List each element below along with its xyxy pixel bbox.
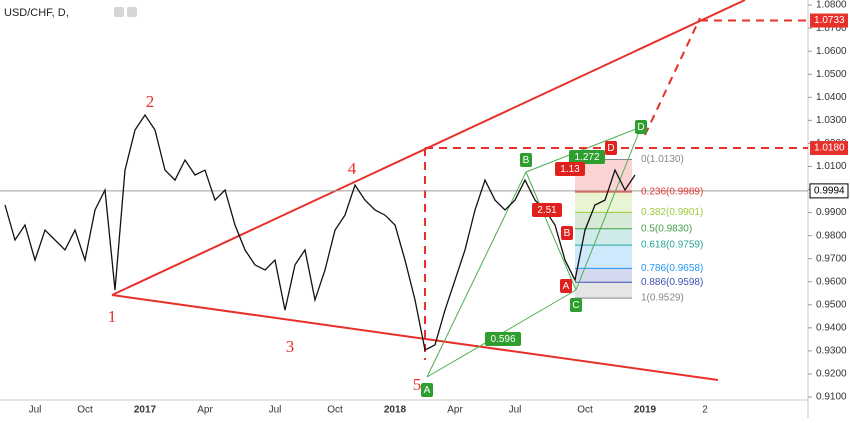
icon-eye[interactable]	[114, 7, 124, 17]
pattern-label: D	[607, 143, 614, 154]
x-tick-label: Jul	[269, 405, 282, 416]
wave-label: 4	[348, 159, 357, 178]
x-tick-label: 2018	[384, 405, 407, 416]
ratio-label-box	[569, 150, 605, 164]
x-tick-label: Jul	[509, 405, 522, 416]
y-tick-label: 0.9500	[816, 299, 847, 310]
y-tick-label: 1.0500	[816, 69, 847, 80]
y-tick-label: 1.0800	[816, 0, 847, 11]
plot: 0(1.0130) 0.236(0.9989) 0.382(0.9901) 0.5(0…	[0, 0, 808, 397]
y-tick-label: 1.0700	[816, 23, 847, 34]
ratio-label-box	[555, 162, 585, 176]
fib-label: 0.618(0.9759)	[641, 240, 703, 251]
y-tick-label: 1.0600	[816, 46, 847, 57]
y-tick-label: 1.0400	[816, 92, 847, 103]
ratio-label: 2.51	[537, 205, 557, 216]
x-tick-label: 2	[702, 405, 708, 416]
x-tick-label: 2019	[634, 405, 657, 416]
ratio-label-box	[485, 332, 521, 346]
price-line	[4, 113, 636, 351]
projection-line	[644, 17, 701, 136]
pattern-line	[575, 126, 642, 291]
x-tick-label: Oct	[327, 405, 343, 416]
fib-label: 0.786(0.9658)	[641, 263, 703, 274]
fib-band	[575, 282, 632, 299]
y-tick-label: 0.9900	[816, 207, 847, 218]
pattern-label: B	[564, 228, 571, 239]
x-tick-label: Oct	[77, 405, 93, 416]
last-price-label: 0.9994	[814, 186, 845, 197]
ratio-label: 1.13	[560, 164, 580, 175]
fib-band	[575, 268, 632, 283]
pattern-label-box	[635, 120, 647, 134]
level-label: 1.0733	[814, 15, 845, 26]
pattern-label-box	[520, 153, 532, 167]
pattern-label-box	[561, 226, 573, 240]
level-box	[810, 141, 848, 156]
x-tick-label: Apr	[447, 405, 463, 416]
fib-band	[575, 192, 632, 213]
fib-band	[575, 228, 632, 246]
level-box	[810, 13, 848, 28]
wave-label: 2	[146, 92, 155, 111]
y-tick-label: 1.0100	[816, 161, 847, 172]
wave-label: 3	[286, 337, 295, 356]
y-tick-label: 0.9200	[816, 369, 847, 380]
fib-label: 1(0.9529)	[641, 293, 684, 304]
level-label: 1.0180	[814, 143, 845, 154]
icon-settings[interactable]	[127, 7, 137, 17]
fib-label: 0.236(0.9989)	[641, 187, 703, 198]
x-tick-label: Jul	[29, 405, 42, 416]
y-tick-label: 0.9600	[816, 276, 847, 287]
y-tick-label: 0.9300	[816, 346, 847, 357]
fib-band	[575, 245, 632, 269]
trend-line	[111, 294, 719, 381]
pattern-label-box	[560, 279, 572, 293]
x-tick-label: Apr	[197, 405, 213, 416]
y-tick-label: 0.9400	[816, 322, 847, 333]
fib-label: 0(1.0130)	[641, 154, 684, 165]
ratio-label-box	[532, 203, 562, 217]
fib-label: 0.5(0.9830)	[641, 223, 692, 234]
pattern-label: C	[572, 300, 579, 311]
pattern-label-box	[421, 383, 433, 397]
fib-label: 0.382(0.9901)	[641, 207, 703, 218]
wave-label: 5	[413, 375, 422, 394]
y-tick-label: 0.9700	[816, 253, 847, 264]
fib-label: 0.886(0.9598)	[641, 277, 703, 288]
pattern-line	[525, 171, 577, 291]
pattern-label: A	[563, 281, 570, 292]
wave-label: 1	[108, 307, 117, 326]
pattern-line	[525, 126, 642, 173]
pattern-label-box	[570, 298, 582, 312]
y-tick-label: 0.9100	[816, 392, 847, 403]
y-tick-label: 1.0300	[816, 115, 847, 126]
pattern-label: A	[424, 385, 431, 396]
chart-title: USD/CHF, D,	[4, 7, 69, 19]
ratio-label: 0.596	[490, 334, 515, 345]
pattern-label: B	[523, 155, 530, 166]
pattern-label-box	[605, 141, 617, 155]
last-price-box	[809, 183, 849, 199]
x-tick-label: Oct	[577, 405, 593, 416]
pattern-label: D	[637, 122, 644, 133]
y-tick-label: 0.9800	[816, 230, 847, 241]
x-tick-label: 2017	[134, 405, 157, 416]
ratio-label: 1.272	[574, 152, 599, 163]
